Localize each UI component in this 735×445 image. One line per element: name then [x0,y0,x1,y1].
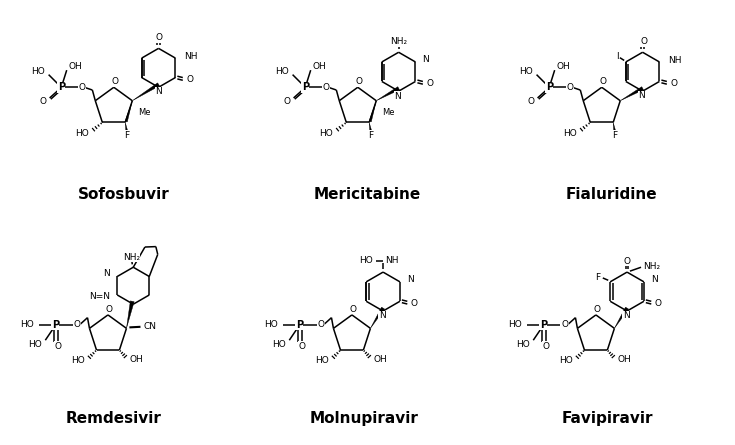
Text: F: F [612,131,617,140]
Text: N: N [651,275,658,284]
Text: NH: NH [668,56,681,65]
Text: O: O [349,305,356,314]
Text: O: O [111,77,118,86]
Text: Sofosbuvir: Sofosbuvir [78,187,169,202]
Text: HO: HO [516,340,530,348]
Polygon shape [369,122,372,131]
Text: O: O [670,79,677,88]
Text: O: O [593,305,600,314]
Text: HO: HO [31,67,45,76]
Polygon shape [376,87,400,101]
Text: O: O [527,97,534,106]
Text: P: P [58,82,65,92]
Text: HO: HO [265,320,278,329]
Text: OH: OH [373,356,387,364]
Text: HO: HO [315,356,329,365]
Text: O: O [299,342,306,351]
Polygon shape [125,101,132,122]
Text: N: N [379,312,385,320]
Text: N: N [103,269,110,278]
Text: N: N [407,275,414,284]
Text: Molnupiravir: Molnupiravir [309,411,418,426]
Text: HO: HO [275,67,289,76]
Text: HO: HO [559,356,573,365]
Text: HO: HO [272,340,286,348]
Text: O: O [562,320,568,329]
Text: F: F [368,131,373,140]
Polygon shape [614,307,628,328]
Text: CN: CN [143,322,156,331]
Text: O: O [322,83,329,92]
Polygon shape [125,122,128,131]
Polygon shape [132,83,159,101]
Text: O: O [640,37,647,46]
Text: Me: Me [138,108,151,117]
Text: O: O [426,79,433,88]
Text: HO: HO [508,320,522,329]
Text: O: O [186,75,193,84]
Text: O: O [105,305,112,314]
Text: I: I [616,52,619,61]
Text: F: F [125,131,130,140]
Text: HO: HO [71,356,85,365]
Text: P: P [301,82,309,92]
Text: P: P [545,82,553,92]
Text: O: O [155,33,162,42]
Text: OH: OH [129,356,143,364]
Text: NH: NH [184,52,198,61]
Text: F: F [595,273,600,282]
Text: NH: NH [385,255,398,264]
Text: O: O [283,97,290,106]
Text: O: O [411,299,417,308]
Polygon shape [126,301,135,328]
Text: Fialuridine: Fialuridine [566,187,657,202]
Text: OH: OH [617,356,631,364]
Text: OH: OH [312,62,326,71]
Text: HO: HO [21,320,34,329]
Text: HO: HO [28,340,42,348]
Text: O: O [355,77,362,86]
Text: N=N: N=N [90,292,110,301]
Text: Remdesivir: Remdesivir [66,411,162,426]
Text: O: O [39,97,46,106]
Text: Favipiravir: Favipiravir [562,411,653,426]
Text: O: O [566,83,573,92]
Text: P: P [539,320,547,330]
Text: NH₂: NH₂ [390,37,407,46]
Text: Me: Me [382,108,395,117]
Text: NH₂: NH₂ [123,253,140,262]
Text: P: P [296,320,303,330]
Text: O: O [599,77,606,86]
Text: N: N [155,87,162,96]
Polygon shape [369,101,376,122]
Text: N: N [623,312,629,320]
Polygon shape [370,307,384,328]
Text: NH₂: NH₂ [644,262,661,271]
Text: OH: OH [556,62,570,71]
Text: O: O [318,320,324,329]
Text: P: P [52,320,59,330]
Text: O: O [623,257,631,266]
Text: HO: HO [319,129,333,138]
Text: O: O [78,83,85,92]
Text: O: O [55,342,62,351]
Text: HO: HO [519,67,533,76]
Text: O: O [542,342,550,351]
Text: O: O [655,299,662,308]
Text: HO: HO [75,129,89,138]
Polygon shape [613,122,616,131]
Text: O: O [74,320,80,329]
Text: N: N [638,91,645,100]
Polygon shape [620,87,643,101]
Text: N: N [394,92,401,101]
Text: Mericitabine: Mericitabine [314,187,421,202]
Text: HO: HO [563,129,577,138]
Text: HO: HO [359,255,373,264]
Text: OH: OH [68,62,82,71]
Text: N: N [423,55,429,64]
